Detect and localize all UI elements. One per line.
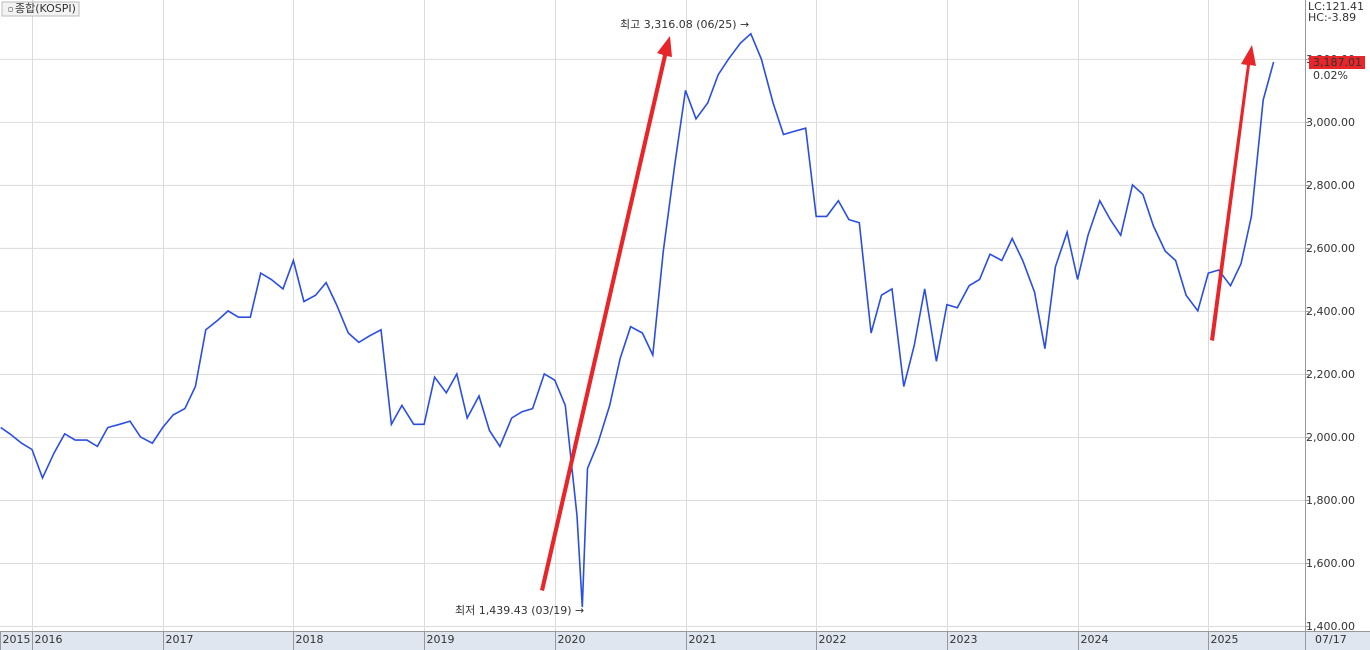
y-tick-label: 1,400.00 [1306,620,1355,633]
price-label: 3,187.01 [1313,56,1362,69]
y-tick-label: 2,000.00 [1306,431,1355,444]
x-tick-label: 2024 [1081,633,1109,646]
grid [0,0,1305,631]
x-tick-label: 2023 [950,633,978,646]
title-box [1,1,80,17]
high-annotation: 최고 3,316.08 (06/25) → [620,18,749,31]
trend-arrow [540,36,672,591]
y-tick-label: 3,000.00 [1306,116,1355,129]
chart-title: 종합(KOSPI) [15,2,76,15]
x-tick-label: 2016 [35,633,63,646]
indicator: LC:121.41 [1308,0,1364,13]
price-change: 0.02% [1313,69,1348,82]
x-tick-label: 2025 [1211,633,1239,646]
y-tick-label: 2,800.00 [1306,179,1355,192]
x-tick-label: 2015 [3,633,31,646]
x-tick-label: 2022 [819,633,847,646]
indicator: HC:-3.89 [1308,11,1356,24]
title-icon: ▫ [8,5,13,14]
price-badge [1309,56,1365,70]
price-line [0,32,1275,608]
x-tick-label: 2021 [689,633,717,646]
x-axis-band [0,631,1370,650]
y-tick-label: 1,800.00 [1306,494,1355,507]
y-tick-label: 2,600.00 [1306,242,1355,255]
last-date: 07/17 [1315,633,1347,646]
y-tick-label: 1,600.00 [1306,557,1355,570]
plot [0,32,1275,608]
low-annotation: 최저 1,439.43 (03/19) → [455,604,584,617]
trend-arrow [1210,45,1256,341]
y-tick-label: 2,400.00 [1306,305,1355,318]
x-tick-label: 2019 [427,633,455,646]
x-tick-label: 2018 [296,633,324,646]
x-tick-label: 2017 [166,633,194,646]
y-tick-label: 2,200.00 [1306,368,1355,381]
x-tick-label: 2020 [558,633,586,646]
